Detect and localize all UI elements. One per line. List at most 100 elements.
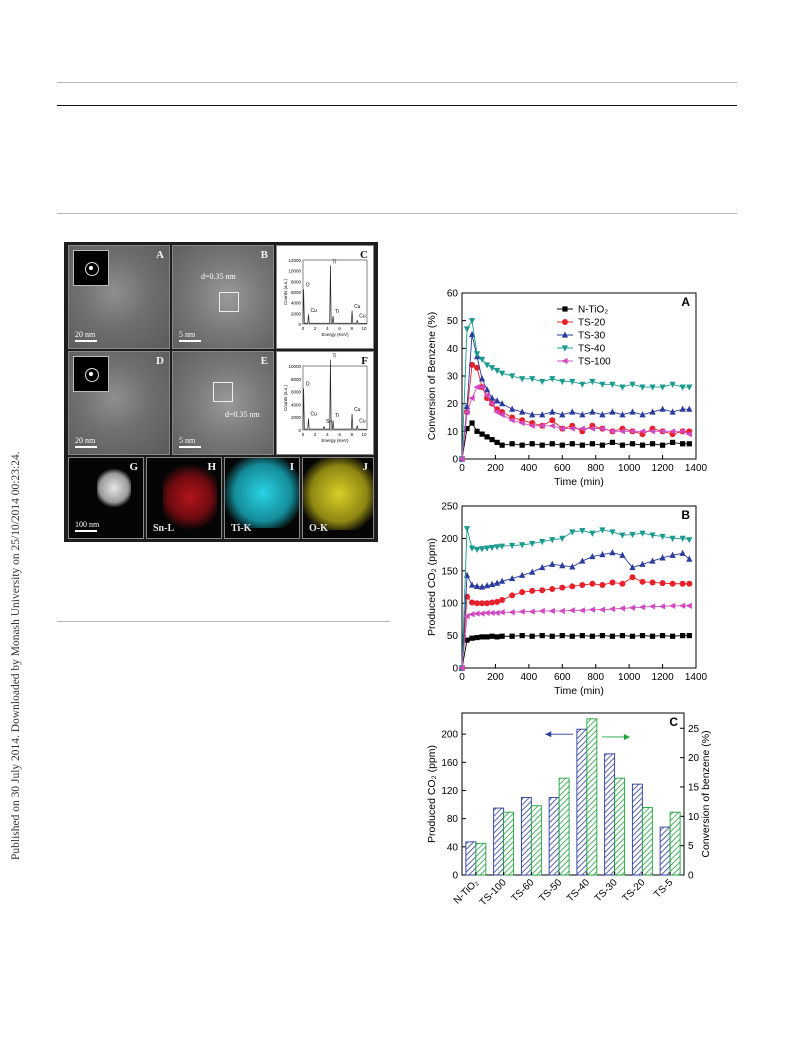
series-square — [459, 633, 692, 671]
x-tick-label: 1400 — [685, 672, 708, 683]
panel-label: B — [260, 249, 268, 261]
circle-marker — [529, 587, 536, 594]
square-marker — [649, 633, 656, 639]
eds-peak-label: Cu — [310, 308, 317, 314]
triangle-marker — [478, 583, 486, 590]
eds-peak-label: Cu — [354, 407, 361, 413]
triangle-marker — [559, 535, 566, 542]
square-marker — [619, 633, 626, 639]
square-marker — [529, 633, 535, 639]
hrtem-panel-e: d=0.35 nm E 5 nm — [172, 351, 274, 455]
triangle-marker — [561, 357, 568, 365]
saed-inset — [73, 356, 109, 392]
particle-cluster — [97, 468, 131, 508]
column-rule — [57, 621, 390, 622]
triangle-marker — [548, 422, 555, 429]
y-tick-label: 30 — [447, 372, 459, 383]
triangle-marker — [639, 530, 646, 537]
eds-peak-label: Ti — [332, 353, 336, 359]
square-marker — [619, 442, 626, 448]
x-tick-label: TS-20 — [620, 877, 647, 904]
circle-marker — [659, 580, 666, 587]
eds-panel-f: F 0 2000 4000 6000 8000 10000 0 2 4 6 8 10 Energy (K… — [276, 351, 374, 455]
ti-distribution — [225, 458, 299, 528]
y-right-tick-label: 20 — [688, 753, 700, 764]
legend-label: N-TiO₂ — [578, 305, 608, 316]
triangle-marker — [549, 376, 556, 383]
triangle-marker — [638, 603, 646, 611]
triangle-marker — [498, 609, 505, 616]
x-tick-label: 0 — [459, 672, 465, 683]
triangle-marker — [638, 428, 646, 435]
series-triangle-left — [458, 602, 692, 672]
square-marker — [519, 633, 525, 639]
triangle-marker — [578, 425, 585, 432]
triangle-marker — [598, 606, 605, 613]
triangle-marker — [558, 425, 565, 432]
scale-bar: 20 nm — [75, 436, 97, 448]
triangle-marker — [483, 582, 491, 589]
square-marker — [479, 634, 485, 640]
circle-marker — [469, 599, 476, 606]
header-rule-thick — [57, 105, 737, 106]
triangle-marker — [609, 381, 616, 388]
triangle-marker — [669, 602, 676, 609]
eds-y-tick-label: 10000 — [288, 364, 301, 369]
y-tick-label: 0 — [452, 455, 458, 466]
scale-bar: 5 nm — [179, 436, 201, 448]
legend-label: TS-40 — [578, 344, 606, 355]
x-tick-label: 400 — [521, 672, 538, 683]
triangle-marker — [568, 425, 575, 432]
eds-y-tick-label: 0 — [298, 428, 301, 433]
triangle-marker — [561, 345, 569, 352]
triangle-marker — [468, 318, 476, 325]
panel-letter: C — [669, 715, 678, 729]
triangle-marker — [669, 551, 676, 558]
square-marker — [489, 633, 495, 639]
eds-y-axis-label: Counts (a.u.) — [283, 278, 288, 305]
eds-y-axis-label: Counts (a.u.) — [283, 384, 288, 411]
triangle-marker — [589, 378, 596, 386]
circle-marker — [579, 582, 586, 589]
bar — [631, 783, 643, 876]
triangle-marker — [568, 607, 575, 614]
series-N-TiO2 — [459, 420, 692, 462]
x-tick-label: 600 — [554, 672, 571, 683]
square-marker — [474, 634, 480, 641]
triangle-marker — [518, 419, 525, 427]
triangle-marker — [473, 351, 481, 358]
x-tick-label: 1000 — [618, 463, 641, 474]
eds-y-tick-label: 8000 — [291, 377, 302, 382]
x-tick-label: 800 — [587, 672, 604, 683]
triangle-marker — [608, 605, 616, 613]
y-tick-label: 80 — [447, 814, 459, 825]
eds-y-tick-label: 12000 — [288, 258, 301, 263]
triangle-marker — [686, 405, 693, 412]
triangle-marker — [598, 425, 605, 432]
triangle-marker — [559, 378, 566, 386]
triangle-marker — [478, 383, 485, 391]
x-tick-label: 200 — [487, 463, 504, 474]
square-marker — [659, 442, 666, 448]
square-marker — [474, 428, 480, 434]
eds-x-tick-label: 0 — [302, 432, 305, 437]
triangle-marker — [685, 602, 692, 609]
triangle-marker — [494, 544, 501, 551]
triangle-marker — [473, 383, 480, 391]
triangle-marker — [463, 526, 471, 533]
square-marker — [579, 633, 585, 639]
series-line — [461, 576, 690, 669]
triangle-marker — [629, 408, 636, 415]
eds-y-tick-label: 10000 — [288, 269, 301, 274]
circle-marker — [489, 599, 496, 606]
triangle-marker — [483, 392, 490, 399]
series-line — [461, 552, 690, 669]
y-right-tick-label: 15 — [688, 782, 700, 793]
triangle-marker — [463, 326, 471, 333]
series-circle — [459, 574, 693, 671]
bar — [586, 718, 598, 876]
triangle-marker — [493, 408, 500, 416]
square-marker — [686, 441, 692, 447]
triangle-marker — [494, 367, 501, 375]
triangle-marker — [518, 608, 525, 615]
